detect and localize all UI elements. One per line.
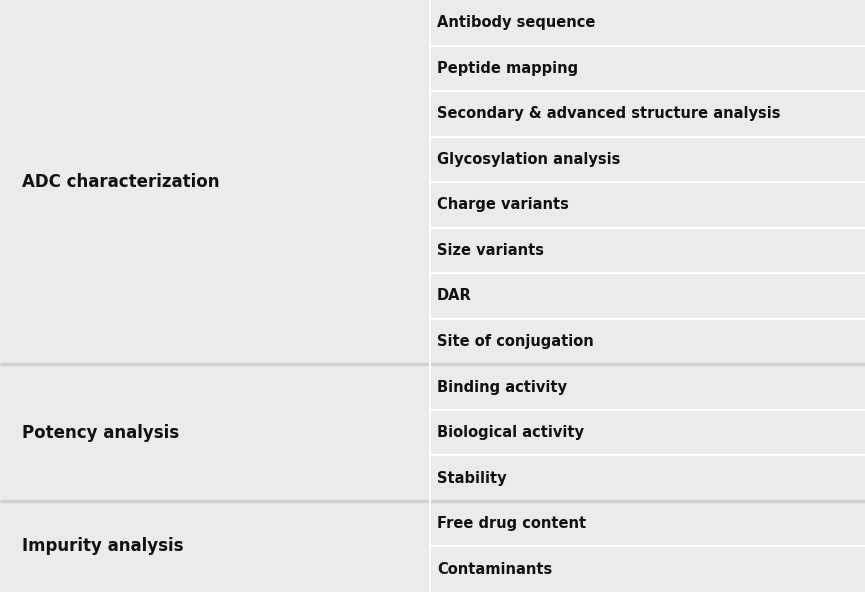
Text: DAR: DAR (437, 288, 471, 304)
Bar (0, 501, 430, 592)
Bar (430, 318, 865, 364)
Text: Charge variants: Charge variants (437, 197, 568, 213)
Text: Antibody sequence: Antibody sequence (437, 15, 595, 30)
Bar (430, 46, 865, 91)
Bar (0, 364, 430, 501)
Text: Free drug content: Free drug content (437, 516, 586, 531)
Text: Size variants: Size variants (437, 243, 544, 258)
Bar (430, 137, 865, 182)
Text: Potency analysis: Potency analysis (22, 424, 179, 442)
Text: Binding activity: Binding activity (437, 379, 567, 395)
Bar (430, 410, 865, 455)
Bar (0, 0, 430, 364)
Bar (430, 91, 865, 137)
Text: Impurity analysis: Impurity analysis (22, 538, 183, 555)
Bar (430, 0, 865, 46)
Bar (430, 546, 865, 592)
Bar (430, 228, 865, 274)
Bar (430, 182, 865, 228)
Text: ADC characterization: ADC characterization (22, 173, 219, 191)
Text: Secondary & advanced structure analysis: Secondary & advanced structure analysis (437, 107, 780, 121)
Text: Glycosylation analysis: Glycosylation analysis (437, 152, 620, 167)
Bar (430, 501, 865, 546)
Text: Contaminants: Contaminants (437, 562, 552, 577)
Bar (430, 274, 865, 318)
Bar (430, 364, 865, 410)
Text: Site of conjugation: Site of conjugation (437, 334, 593, 349)
Bar (430, 455, 865, 501)
Text: Stability: Stability (437, 471, 506, 485)
Text: Biological activity: Biological activity (437, 425, 584, 440)
Text: Peptide mapping: Peptide mapping (437, 61, 578, 76)
